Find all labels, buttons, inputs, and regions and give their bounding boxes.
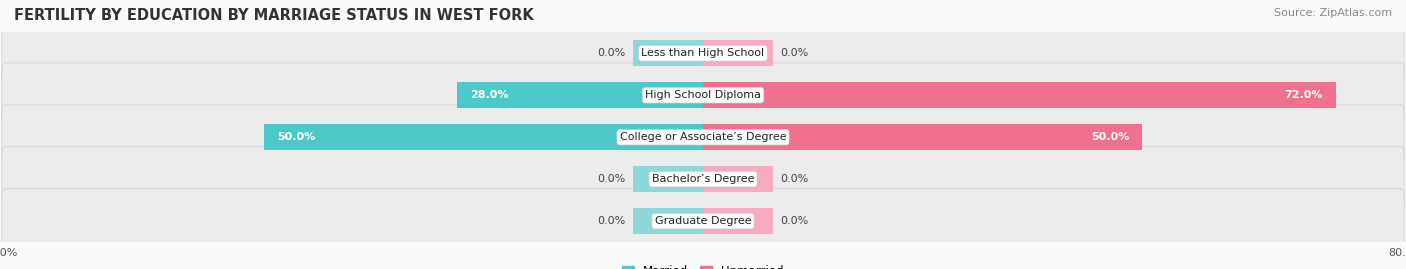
Text: FERTILITY BY EDUCATION BY MARRIAGE STATUS IN WEST FORK: FERTILITY BY EDUCATION BY MARRIAGE STATU… (14, 8, 534, 23)
FancyBboxPatch shape (1, 63, 1405, 128)
Text: Source: ZipAtlas.com: Source: ZipAtlas.com (1274, 8, 1392, 18)
Text: College or Associate’s Degree: College or Associate’s Degree (620, 132, 786, 142)
Bar (633, 40, 703, 66)
FancyBboxPatch shape (1, 21, 1405, 86)
Bar (457, 82, 703, 108)
Text: 72.0%: 72.0% (1284, 90, 1323, 100)
Text: 50.0%: 50.0% (1091, 132, 1129, 142)
Bar (264, 124, 703, 150)
Bar (703, 166, 773, 192)
Text: High School Diploma: High School Diploma (645, 90, 761, 100)
Text: 0.0%: 0.0% (780, 48, 808, 58)
Text: 28.0%: 28.0% (470, 90, 509, 100)
FancyBboxPatch shape (1, 189, 1405, 253)
Text: Graduate Degree: Graduate Degree (655, 216, 751, 226)
Bar (633, 166, 703, 192)
Bar (703, 208, 773, 234)
Bar (703, 40, 773, 66)
Text: 50.0%: 50.0% (277, 132, 315, 142)
Text: Less than High School: Less than High School (641, 48, 765, 58)
Text: Bachelor’s Degree: Bachelor’s Degree (652, 174, 754, 184)
Text: 0.0%: 0.0% (598, 216, 626, 226)
Bar (633, 208, 703, 234)
Text: 0.0%: 0.0% (780, 216, 808, 226)
Text: 0.0%: 0.0% (598, 48, 626, 58)
Legend: Married, Unmarried: Married, Unmarried (617, 260, 789, 269)
FancyBboxPatch shape (1, 105, 1405, 169)
Bar (703, 124, 1142, 150)
Bar (703, 82, 1336, 108)
FancyBboxPatch shape (1, 147, 1405, 211)
Text: 0.0%: 0.0% (598, 174, 626, 184)
Text: 0.0%: 0.0% (780, 174, 808, 184)
